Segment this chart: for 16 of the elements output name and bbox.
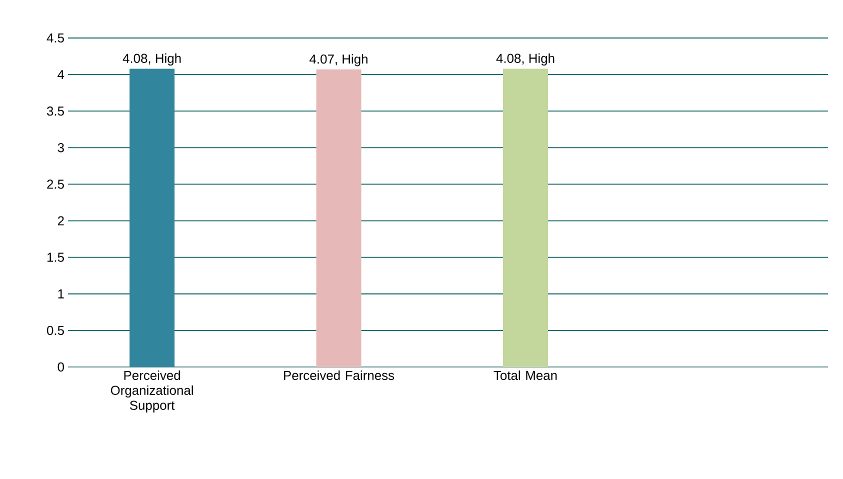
y-tick-label: 4.5 xyxy=(46,33,64,43)
data-label: 4.07, High xyxy=(310,54,368,66)
y-tick-label: 2.5 xyxy=(47,180,64,189)
y-tick-label: 1.5 xyxy=(47,252,64,262)
y-tick-label: 4 xyxy=(58,70,64,79)
x-tick-label: Total Mean xyxy=(494,370,557,380)
y-tick-label: 2 xyxy=(58,216,64,226)
y-tick-label: 0 xyxy=(58,362,64,372)
y-tick-label: 0.5 xyxy=(46,326,64,336)
y-tick-label: 3 xyxy=(58,143,64,152)
y-tick-label: 3.5 xyxy=(46,106,64,116)
x-tick-label: Perceived Organizational Support xyxy=(110,370,193,412)
data-label: 4.08, High xyxy=(122,53,181,66)
y-tick-label: 1 xyxy=(58,289,64,298)
data-label: 4.08, High xyxy=(496,53,554,66)
x-tick-label: Perceived Fairness xyxy=(284,370,394,380)
